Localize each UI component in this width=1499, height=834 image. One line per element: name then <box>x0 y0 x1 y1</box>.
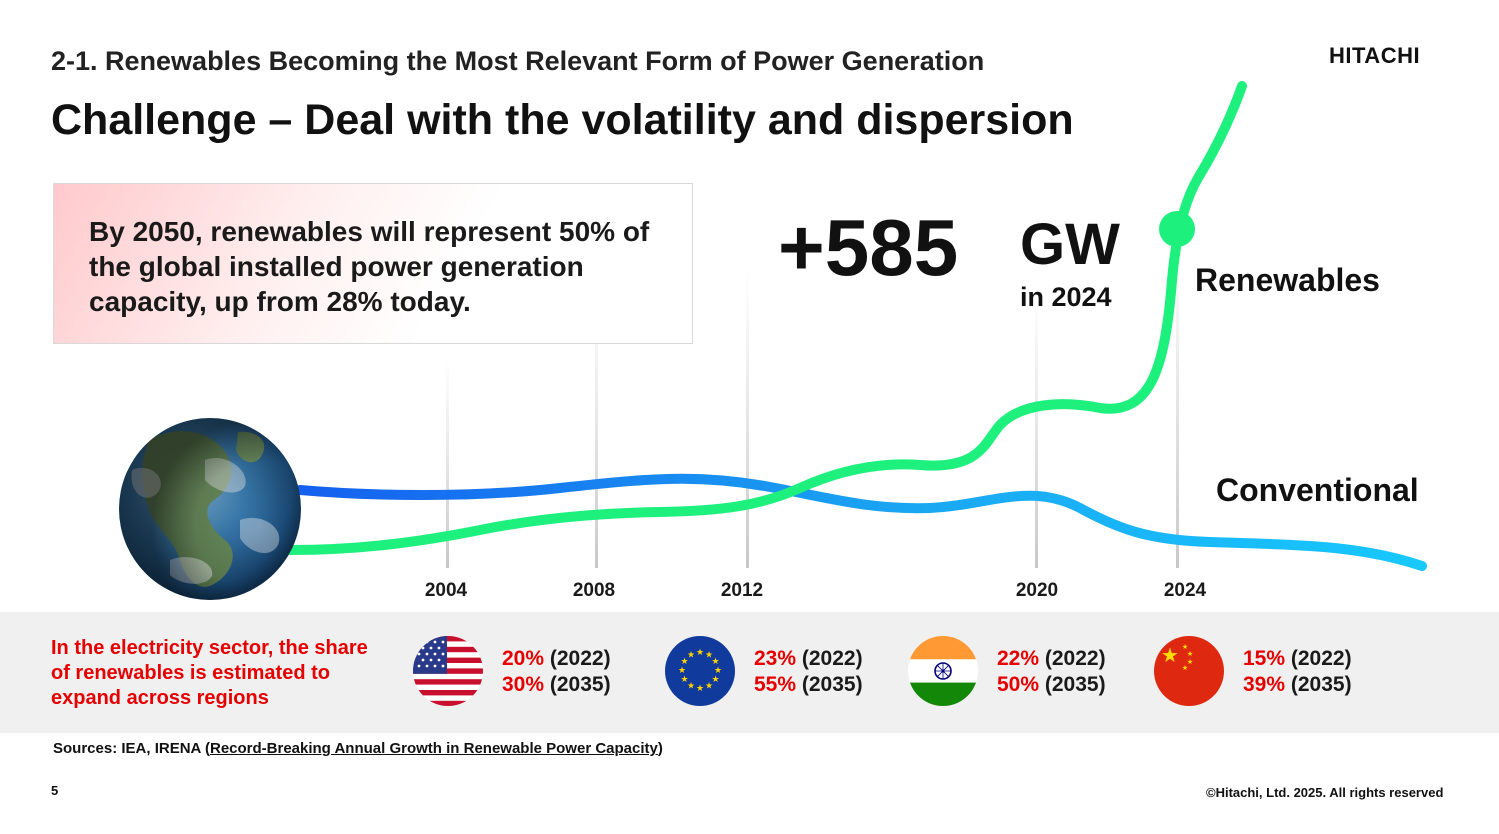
usa-year-2035: (2035) <box>544 673 611 696</box>
china-stats: 15% (2022) 39% (2035) <box>1243 646 1352 698</box>
callout-text: By 2050, renewables will represent 50% o… <box>89 216 650 317</box>
svg-text:★: ★ <box>1187 650 1193 658</box>
svg-text:★: ★ <box>687 651 695 661</box>
sources-link[interactable]: Record-Breaking Annual Growth in Renewab… <box>209 740 658 757</box>
eu-year-2035: (2035) <box>796 673 863 696</box>
hitachi-logo: HITACHI <box>1329 43 1421 68</box>
regions-band: In the electricity sector, the share of … <box>0 612 1499 733</box>
india-year-2022: (2022) <box>1039 647 1106 670</box>
svg-text:★: ★ <box>1187 658 1193 666</box>
tick-2024: 2024 <box>1164 580 1207 601</box>
callout-box: By 2050, renewables will represent 50% o… <box>53 183 693 344</box>
china-year-2035: (2035) <box>1285 673 1352 696</box>
svg-text:★: ★ <box>714 666 722 676</box>
series-label-conventional: Conventional <box>1216 472 1419 508</box>
tick-2020: 2020 <box>1016 580 1058 601</box>
usa-pct-2035: 30% <box>502 673 545 696</box>
eu-flag-icon: ★ ★ ★ ★ ★ ★ ★ ★ ★ ★ ★ ★ <box>665 636 735 706</box>
page-title: Challenge – Deal with the volatility and… <box>51 96 1074 144</box>
grid-line-2004 <box>446 360 449 568</box>
regions-note: In the electricity sector, the share of … <box>51 637 368 709</box>
tick-2008: 2008 <box>573 580 615 601</box>
india-flag-icon <box>908 636 978 706</box>
series-label-renewables: Renewables <box>1195 262 1380 298</box>
tick-2012: 2012 <box>721 580 763 601</box>
svg-text:★: ★ <box>696 684 704 694</box>
svg-text:★: ★ <box>705 651 713 661</box>
grid-line-2012 <box>746 270 749 568</box>
usa-flag-icon <box>413 636 483 706</box>
svg-text:★: ★ <box>687 682 695 692</box>
copyright: ©Hitachi, Ltd. 2025. All rights reserved <box>1206 785 1444 800</box>
eu-pct-2035: 55% <box>754 673 797 696</box>
sources-prefix: Sources: IEA, IRENA ( <box>53 740 210 757</box>
svg-text:★: ★ <box>711 657 719 667</box>
conventional-line <box>295 473 1427 571</box>
svg-text:★: ★ <box>680 657 688 667</box>
section-title: 2-1. Renewables Becoming the Most Releva… <box>51 46 985 76</box>
svg-text:★: ★ <box>678 666 686 676</box>
highlight-period: in 2024 <box>1020 282 1112 312</box>
svg-text:★: ★ <box>1161 643 1179 667</box>
grid-line-2024 <box>1176 230 1179 568</box>
india-pct-2022: 22% <box>997 647 1040 670</box>
svg-text:★: ★ <box>705 682 713 692</box>
usa-pct-2022: 20% <box>502 647 545 670</box>
svg-text:★: ★ <box>1182 643 1188 651</box>
sources-suffix: ) <box>657 740 663 757</box>
x-axis-ticks: 2004 2008 2012 2020 2024 <box>425 580 1207 601</box>
eu-year-2022: (2022) <box>796 647 863 670</box>
india-year-2035: (2035) <box>1039 673 1106 696</box>
eu-stats: 23% (2022) 55% (2035) <box>754 646 863 698</box>
svg-text:★: ★ <box>711 675 719 685</box>
china-pct-2035: 39% <box>1243 673 1286 696</box>
page-number: 5 <box>51 783 59 798</box>
china-year-2022: (2022) <box>1285 647 1352 670</box>
renewables-2024-marker <box>1159 211 1195 247</box>
highlight-unit: GW <box>1020 212 1120 277</box>
tick-2004: 2004 <box>425 580 468 601</box>
svg-text:★: ★ <box>1182 664 1188 672</box>
usa-year-2022: (2022) <box>544 647 611 670</box>
sources-note: Sources: IEA, IRENA (Record-Breaking Ann… <box>53 740 663 757</box>
india-pct-2035: 50% <box>997 673 1040 696</box>
grid-line-2008 <box>595 290 598 568</box>
highlight-value: +585 <box>778 203 959 292</box>
grid-line-2020 <box>1035 290 1038 568</box>
china-flag-icon: ★ ★ ★ ★ ★ <box>1154 636 1224 706</box>
grid-lines <box>446 230 1179 568</box>
india-stats: 22% (2022) 50% (2035) <box>997 646 1106 698</box>
svg-text:★: ★ <box>680 675 688 685</box>
svg-text:★: ★ <box>696 648 704 658</box>
usa-stats: 20% (2022) 30% (2035) <box>502 646 611 698</box>
eu-pct-2022: 23% <box>754 647 797 670</box>
earth-globe-icon <box>119 418 301 600</box>
china-pct-2022: 15% <box>1243 647 1286 670</box>
